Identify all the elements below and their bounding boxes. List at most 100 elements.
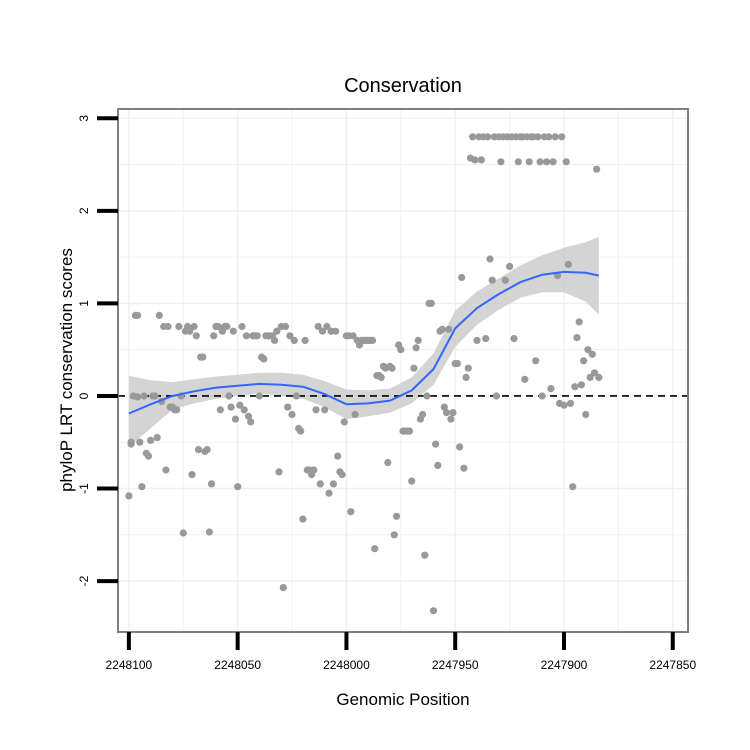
data-point bbox=[190, 322, 198, 331]
data-point bbox=[314, 322, 322, 331]
data-point bbox=[134, 311, 142, 319]
data-point bbox=[260, 355, 268, 363]
data-point bbox=[458, 273, 466, 282]
data-point bbox=[203, 446, 211, 454]
data-point bbox=[549, 158, 557, 166]
y-tick-label: 1 bbox=[77, 300, 91, 307]
data-point bbox=[134, 393, 142, 401]
data-point bbox=[340, 418, 348, 426]
data-point bbox=[427, 299, 435, 307]
data-point bbox=[469, 133, 477, 141]
data-point bbox=[593, 165, 601, 173]
data-point bbox=[316, 480, 324, 488]
smooth-line bbox=[128, 270, 600, 415]
data-point bbox=[536, 158, 544, 166]
data-point bbox=[216, 406, 224, 414]
data-point bbox=[586, 373, 594, 381]
data-point bbox=[223, 322, 231, 331]
data-point bbox=[584, 346, 592, 354]
data-point bbox=[227, 403, 235, 411]
data-point bbox=[392, 512, 401, 520]
data-point bbox=[429, 607, 438, 615]
loess-smooth-curve bbox=[128, 270, 600, 415]
x-tick-label: 2247900 bbox=[541, 658, 588, 672]
data-point bbox=[151, 392, 159, 400]
data-point bbox=[506, 262, 514, 270]
data-point bbox=[484, 133, 492, 141]
data-point bbox=[207, 480, 216, 488]
data-point bbox=[410, 364, 418, 372]
data-point bbox=[247, 418, 255, 426]
x-tick-label: 2247850 bbox=[649, 658, 696, 672]
data-point bbox=[538, 392, 546, 400]
data-point bbox=[405, 427, 414, 435]
data-point bbox=[210, 332, 218, 340]
data-point bbox=[199, 353, 207, 361]
data-point bbox=[173, 406, 181, 414]
data-point bbox=[573, 334, 581, 342]
data-point bbox=[325, 489, 333, 497]
data-point bbox=[332, 327, 340, 335]
data-point bbox=[390, 531, 398, 539]
data-point bbox=[575, 318, 583, 326]
y-tick-label: -1 bbox=[77, 483, 91, 494]
data-point bbox=[281, 322, 290, 331]
data-point bbox=[551, 133, 559, 141]
data-point bbox=[338, 471, 346, 479]
plot-frame bbox=[117, 108, 689, 633]
data-point bbox=[186, 327, 194, 335]
y-axis: -2 -1 0 1 2 3 bbox=[77, 115, 118, 586]
data-point bbox=[447, 415, 455, 423]
data-point bbox=[388, 364, 396, 372]
data-point bbox=[175, 322, 183, 331]
data-point bbox=[471, 156, 479, 164]
data-point bbox=[127, 438, 135, 446]
data-point bbox=[310, 466, 318, 474]
data-point bbox=[440, 403, 448, 411]
data-point bbox=[377, 373, 385, 381]
data-point bbox=[253, 332, 261, 340]
data-point bbox=[136, 438, 144, 446]
data-point bbox=[445, 325, 453, 333]
data-point bbox=[414, 336, 422, 344]
data-point bbox=[590, 369, 599, 377]
data-point bbox=[240, 406, 248, 414]
data-point bbox=[532, 357, 540, 365]
x-tick-label: 2248050 bbox=[214, 658, 261, 672]
data-point bbox=[486, 255, 494, 263]
data-point bbox=[164, 322, 172, 331]
data-point bbox=[477, 156, 485, 164]
data-point bbox=[580, 357, 588, 365]
data-point bbox=[299, 515, 307, 523]
data-point bbox=[321, 406, 329, 414]
data-point bbox=[292, 392, 300, 400]
data-point bbox=[147, 436, 155, 444]
data-point bbox=[397, 346, 405, 354]
data-point bbox=[423, 392, 431, 400]
data-point bbox=[301, 336, 309, 344]
x-tick-label: 2248000 bbox=[323, 658, 370, 672]
data-point bbox=[442, 409, 451, 417]
data-point bbox=[255, 392, 263, 400]
data-point bbox=[497, 158, 505, 166]
data-point bbox=[564, 260, 572, 269]
data-point bbox=[297, 427, 305, 435]
data-point bbox=[419, 410, 427, 419]
data-point bbox=[510, 335, 518, 343]
data-point bbox=[384, 459, 392, 467]
data-point bbox=[482, 335, 490, 343]
x-tick-label: 2248100 bbox=[106, 658, 153, 672]
data-point bbox=[566, 399, 575, 407]
data-point bbox=[225, 392, 233, 400]
data-point bbox=[453, 360, 461, 368]
data-point bbox=[140, 392, 148, 400]
data-point bbox=[334, 452, 342, 460]
data-point bbox=[534, 133, 542, 141]
data-point bbox=[214, 322, 222, 331]
data-point bbox=[155, 311, 163, 319]
data-points bbox=[125, 133, 603, 615]
data-point bbox=[194, 446, 203, 454]
data-point bbox=[571, 383, 579, 391]
x-tick-label: 2247950 bbox=[432, 658, 479, 672]
